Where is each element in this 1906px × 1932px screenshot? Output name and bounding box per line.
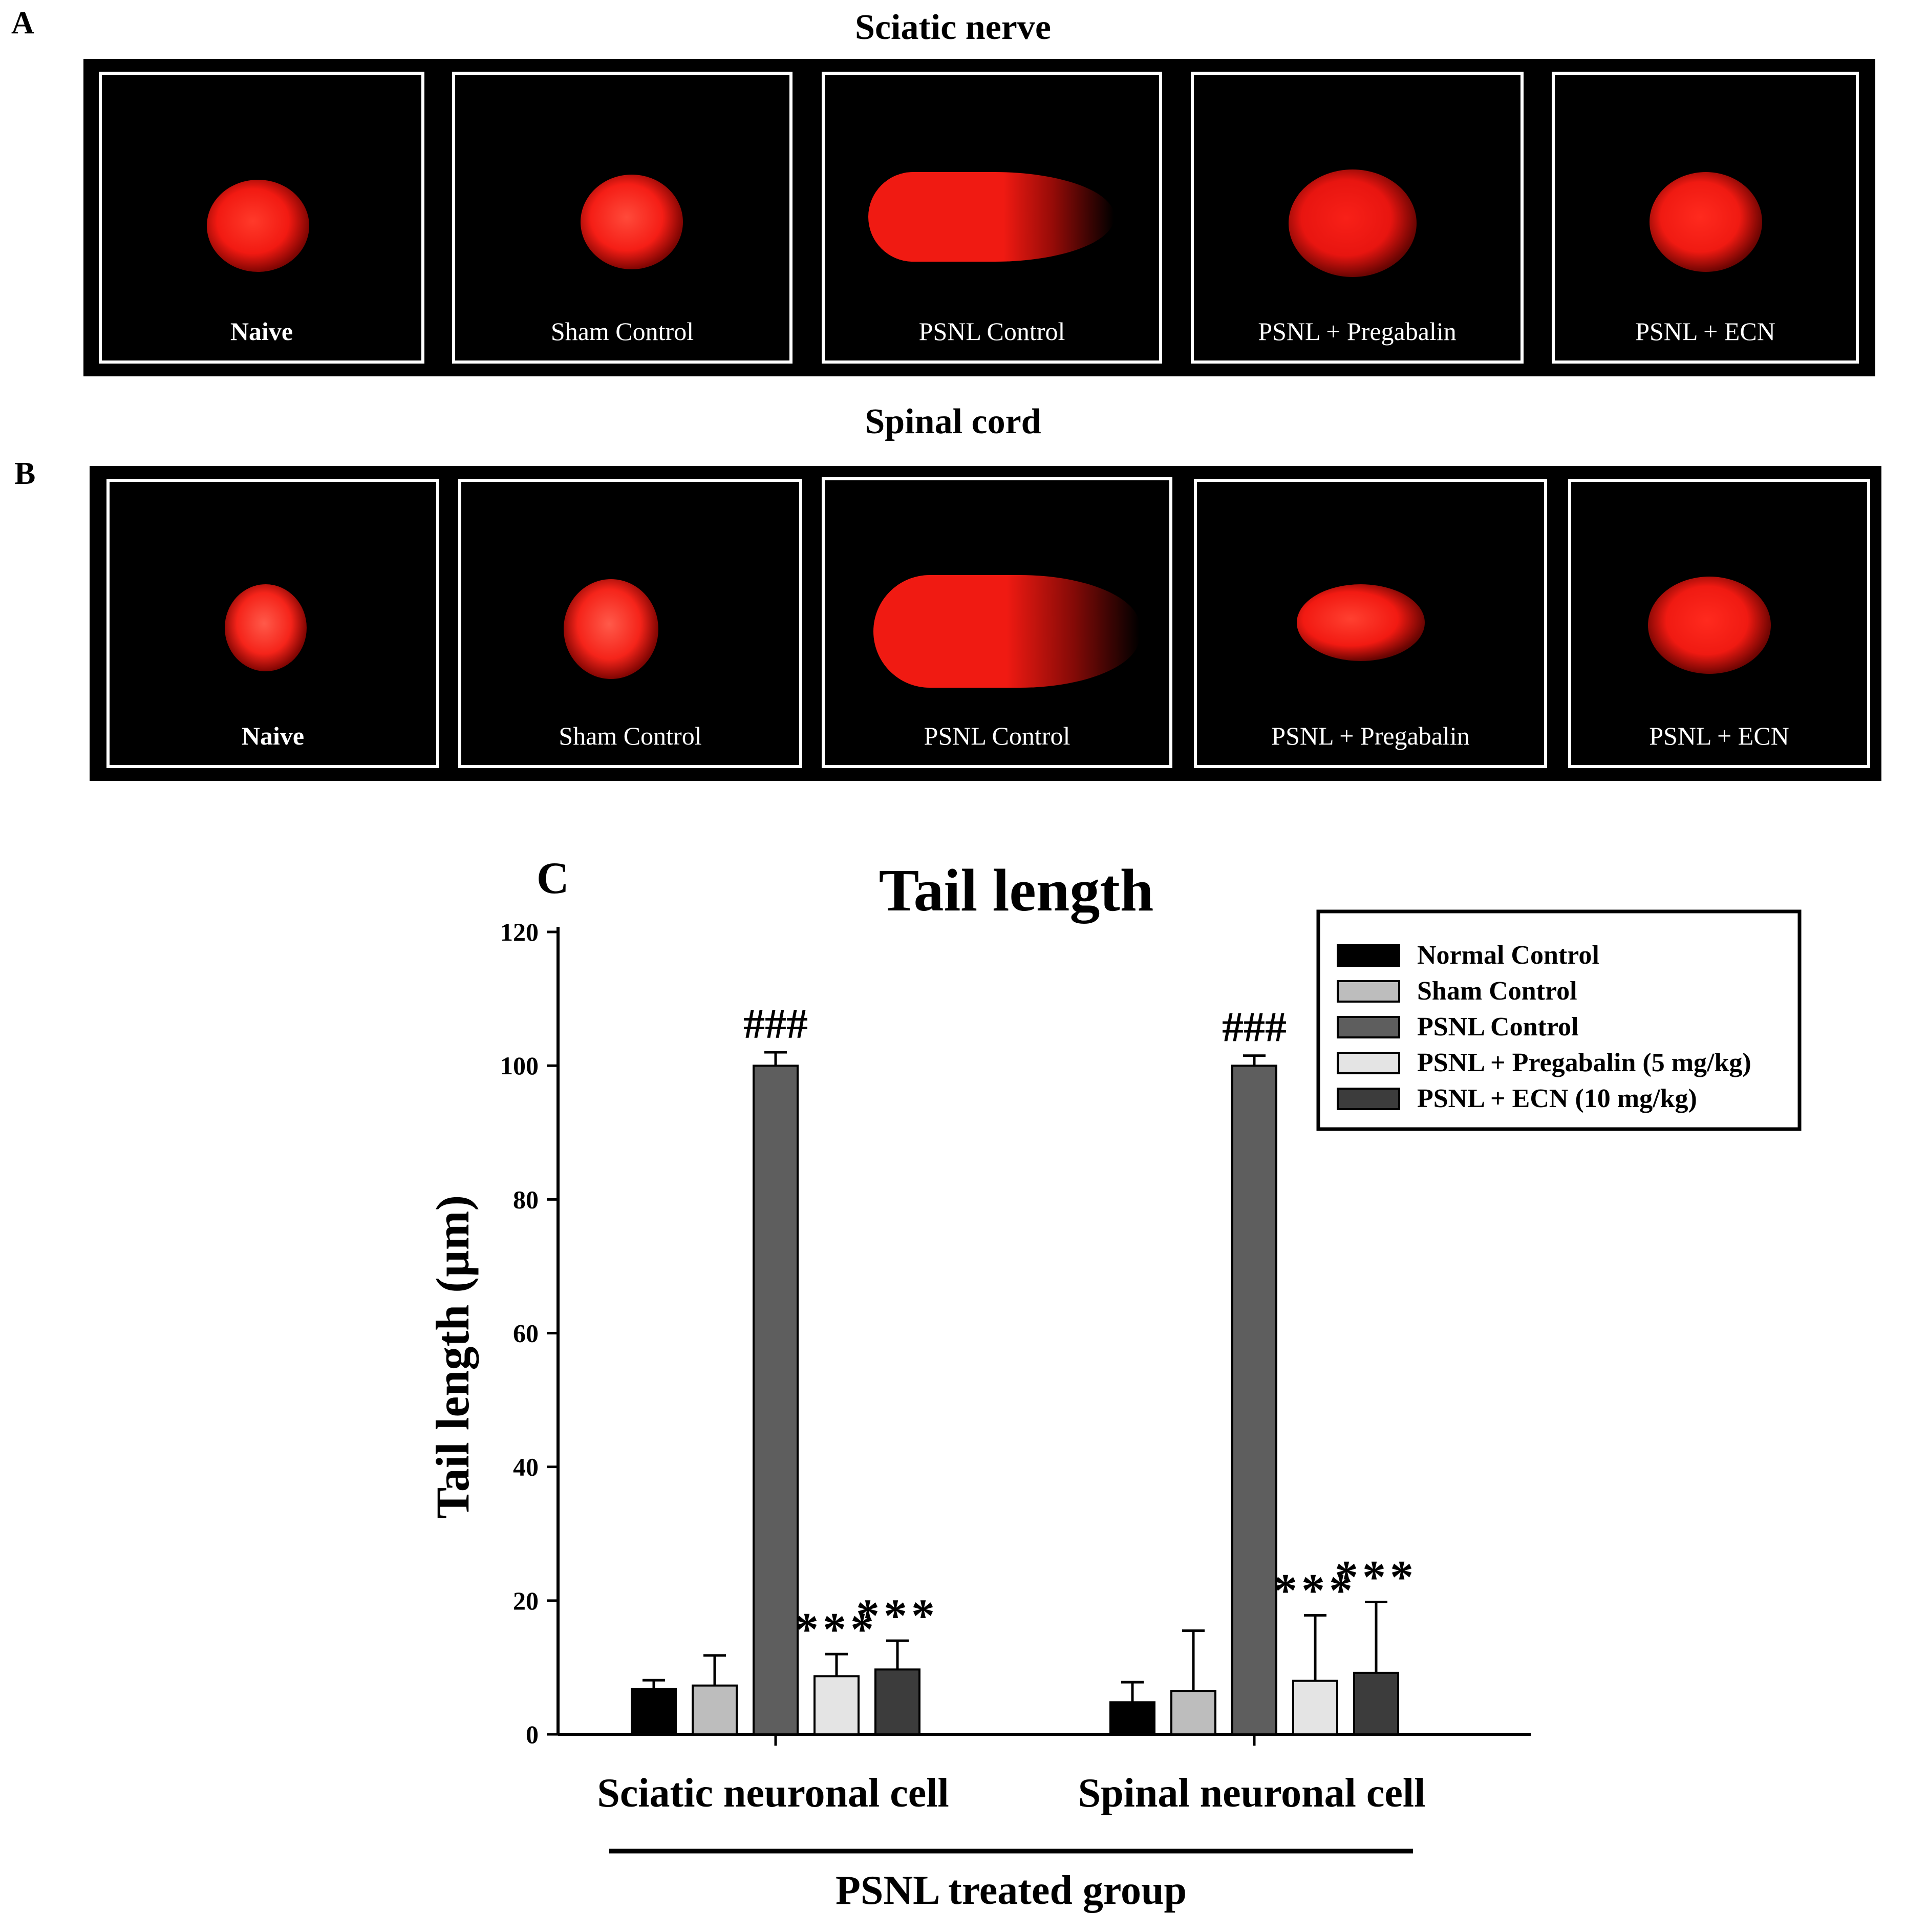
y-tick-label: 40 — [513, 1453, 539, 1481]
panel-b-title: Spinal cord — [865, 402, 1041, 441]
legend-swatch — [1337, 1016, 1400, 1038]
y-tick-label: 20 — [513, 1586, 539, 1615]
comet-image — [207, 180, 309, 272]
panel-b-strip: Naive Sham Control PSNL Control PSNL + P… — [90, 466, 1881, 781]
legend-swatch — [1337, 980, 1400, 1003]
panel-b-label: B — [14, 456, 36, 491]
panel-c-label: C — [537, 854, 569, 903]
x-tick-label: Sciatic neuronal cell — [597, 1771, 949, 1816]
significance-label: ### — [1222, 1004, 1287, 1051]
bar — [1109, 1701, 1155, 1736]
comet-image — [1648, 577, 1771, 674]
legend-swatch — [1337, 1088, 1400, 1110]
comet-image — [868, 172, 1114, 262]
panel-a-cell-psnl-pregabalin: PSNL + Pregabalin — [1191, 72, 1524, 364]
cell-caption: PSNL + ECN — [1649, 721, 1789, 750]
y-tick-label: 0 — [526, 1720, 539, 1749]
cell-caption: Sham Control — [559, 721, 702, 750]
panel-a-cell-psnl-control: PSNL Control — [822, 72, 1162, 364]
cell-caption: PSNL Control — [918, 317, 1065, 346]
panel-a-strip: Naive Sham Control PSNL Control PSNL + P… — [83, 59, 1875, 376]
panel-b-cell-psnl-control: PSNL Control — [822, 477, 1172, 768]
cell-caption: Naive — [230, 317, 293, 346]
comet-image — [873, 575, 1140, 688]
y-tick-label: 60 — [513, 1319, 539, 1348]
panel-a-label: A — [11, 6, 34, 40]
panel-a-title: Sciatic nerve — [855, 8, 1051, 47]
bar — [874, 1668, 920, 1736]
cell-caption: PSNL + Pregabalin — [1271, 721, 1470, 750]
y-tick-label: 100 — [500, 1051, 539, 1080]
significance-label: *** — [856, 1589, 939, 1642]
comet-image — [1289, 169, 1417, 277]
bar — [1353, 1671, 1399, 1735]
bar — [1231, 1065, 1277, 1736]
legend-swatch — [1337, 944, 1400, 967]
cell-caption: PSNL + ECN — [1635, 317, 1775, 346]
cell-caption: Naive — [241, 721, 305, 750]
bar — [1292, 1680, 1338, 1736]
y-tick-label: 80 — [513, 1185, 539, 1214]
plot-area: 0 20 40 60 80 100 120 Sciatic neuronal cell ### *… — [500, 918, 1531, 1816]
panel-b-cell-naive: Naive — [106, 479, 439, 768]
significance-label: ### — [743, 1000, 808, 1048]
panel-a-cell-sham-control: Sham Control — [452, 72, 793, 364]
y-tick-label: 120 — [500, 918, 539, 946]
comet-image — [1297, 584, 1425, 661]
y-axis-title: Tail length (µm) — [426, 1195, 479, 1519]
cell-caption: PSNL Control — [924, 721, 1070, 750]
legend-swatch — [1337, 1052, 1400, 1074]
bar — [1170, 1690, 1216, 1736]
bar — [692, 1684, 738, 1735]
legend-label: PSNL Control — [1417, 1012, 1578, 1042]
significance-label: *** — [1274, 1564, 1357, 1617]
comet-image — [225, 584, 307, 671]
significance-label: *** — [795, 1603, 878, 1655]
panel-a-cell-naive: Naive — [99, 72, 424, 364]
significance-label: *** — [1335, 1551, 1418, 1603]
comet-image — [1650, 172, 1762, 272]
x-axis-title: PSNL treated group — [836, 1868, 1187, 1913]
comet-image — [564, 579, 658, 679]
legend-label: PSNL + ECN (10 mg/kg) — [1417, 1084, 1697, 1113]
bar — [813, 1675, 860, 1736]
legend-label: PSNL + Pregabalin (5 mg/kg) — [1417, 1048, 1751, 1077]
comet-image — [581, 175, 683, 269]
panel-b-cell-sham-control: Sham Control — [458, 479, 802, 768]
panel-b-cell-psnl-ecn: PSNL + ECN — [1568, 479, 1870, 768]
bar — [753, 1065, 799, 1736]
x-tick-label: Spinal neuronal cell — [1078, 1771, 1426, 1816]
chart-title: Tail length — [879, 857, 1154, 924]
cell-caption: Sham Control — [550, 317, 694, 346]
legend: Normal Control Sham Control PSNL Control PS… — [1316, 909, 1802, 1131]
legend-label: Normal Control — [1417, 941, 1599, 970]
panel-a-cell-psnl-ecn: PSNL + ECN — [1552, 72, 1859, 364]
cell-caption: PSNL + Pregabalin — [1258, 317, 1457, 346]
bar — [631, 1688, 677, 1736]
legend-label: Sham Control — [1417, 976, 1577, 1006]
panel-b-cell-psnl-pregabalin: PSNL + Pregabalin — [1194, 479, 1547, 768]
